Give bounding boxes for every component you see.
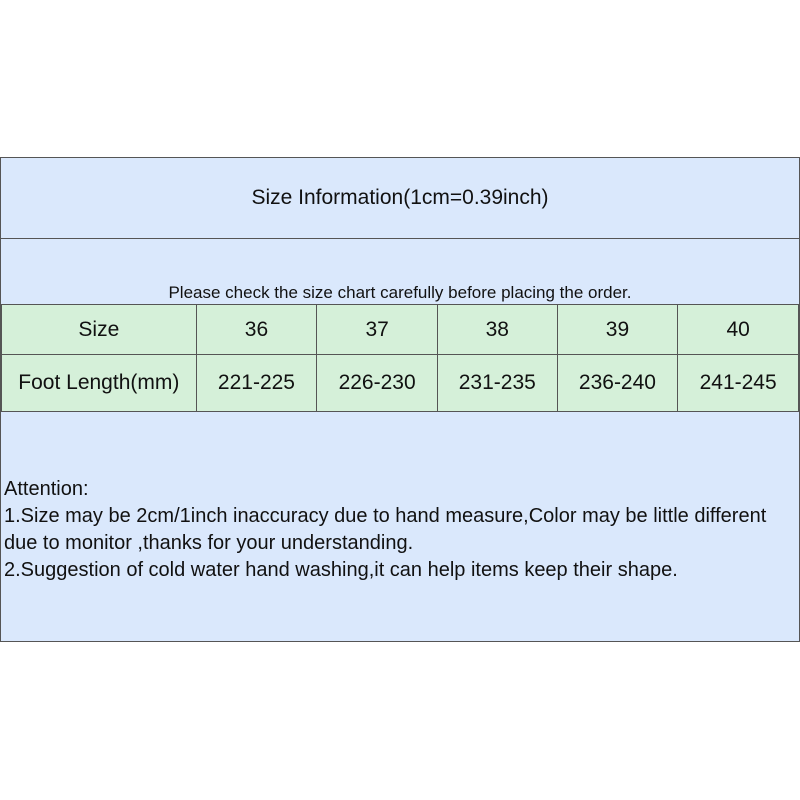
- table-cell: 40: [677, 304, 799, 355]
- size-table: Size 36 37 38 39 40 Foot Length(mm) 221-…: [1, 304, 799, 412]
- table-cell: 39: [556, 304, 679, 355]
- table-cell: 37: [316, 304, 438, 355]
- size-chart: Size Information(1cm=0.39inch) Please ch…: [0, 157, 800, 642]
- attention-line: 2.Suggestion of cold water hand washing,…: [4, 559, 678, 581]
- table-cell: 226-230: [316, 354, 438, 412]
- table-cell: 241-245: [677, 354, 799, 412]
- table-cell: 236-240: [556, 354, 679, 412]
- attention-section: Attention: 1.Size may be 2cm/1inch inacc…: [4, 476, 794, 584]
- attention-heading: Attention:: [4, 478, 89, 500]
- table-cell: 231-235: [436, 354, 558, 412]
- chart-title: Size Information(1cm=0.39inch): [1, 158, 799, 239]
- table-cell: Size: [1, 304, 197, 355]
- table-cell: 221-225: [195, 354, 318, 412]
- table-cell: 36: [195, 304, 318, 355]
- attention-line: 1.Size may be 2cm/1inch inaccuracy due t…: [4, 505, 767, 554]
- table-cell: Foot Length(mm): [1, 354, 197, 412]
- table-row-size: Size 36 37 38 39 40: [1, 304, 799, 355]
- table-cell: 38: [436, 304, 558, 355]
- table-row-foot-length: Foot Length(mm) 221-225 226-230 231-235 …: [1, 354, 799, 412]
- chart-note: Please check the size chart carefully be…: [168, 283, 632, 302]
